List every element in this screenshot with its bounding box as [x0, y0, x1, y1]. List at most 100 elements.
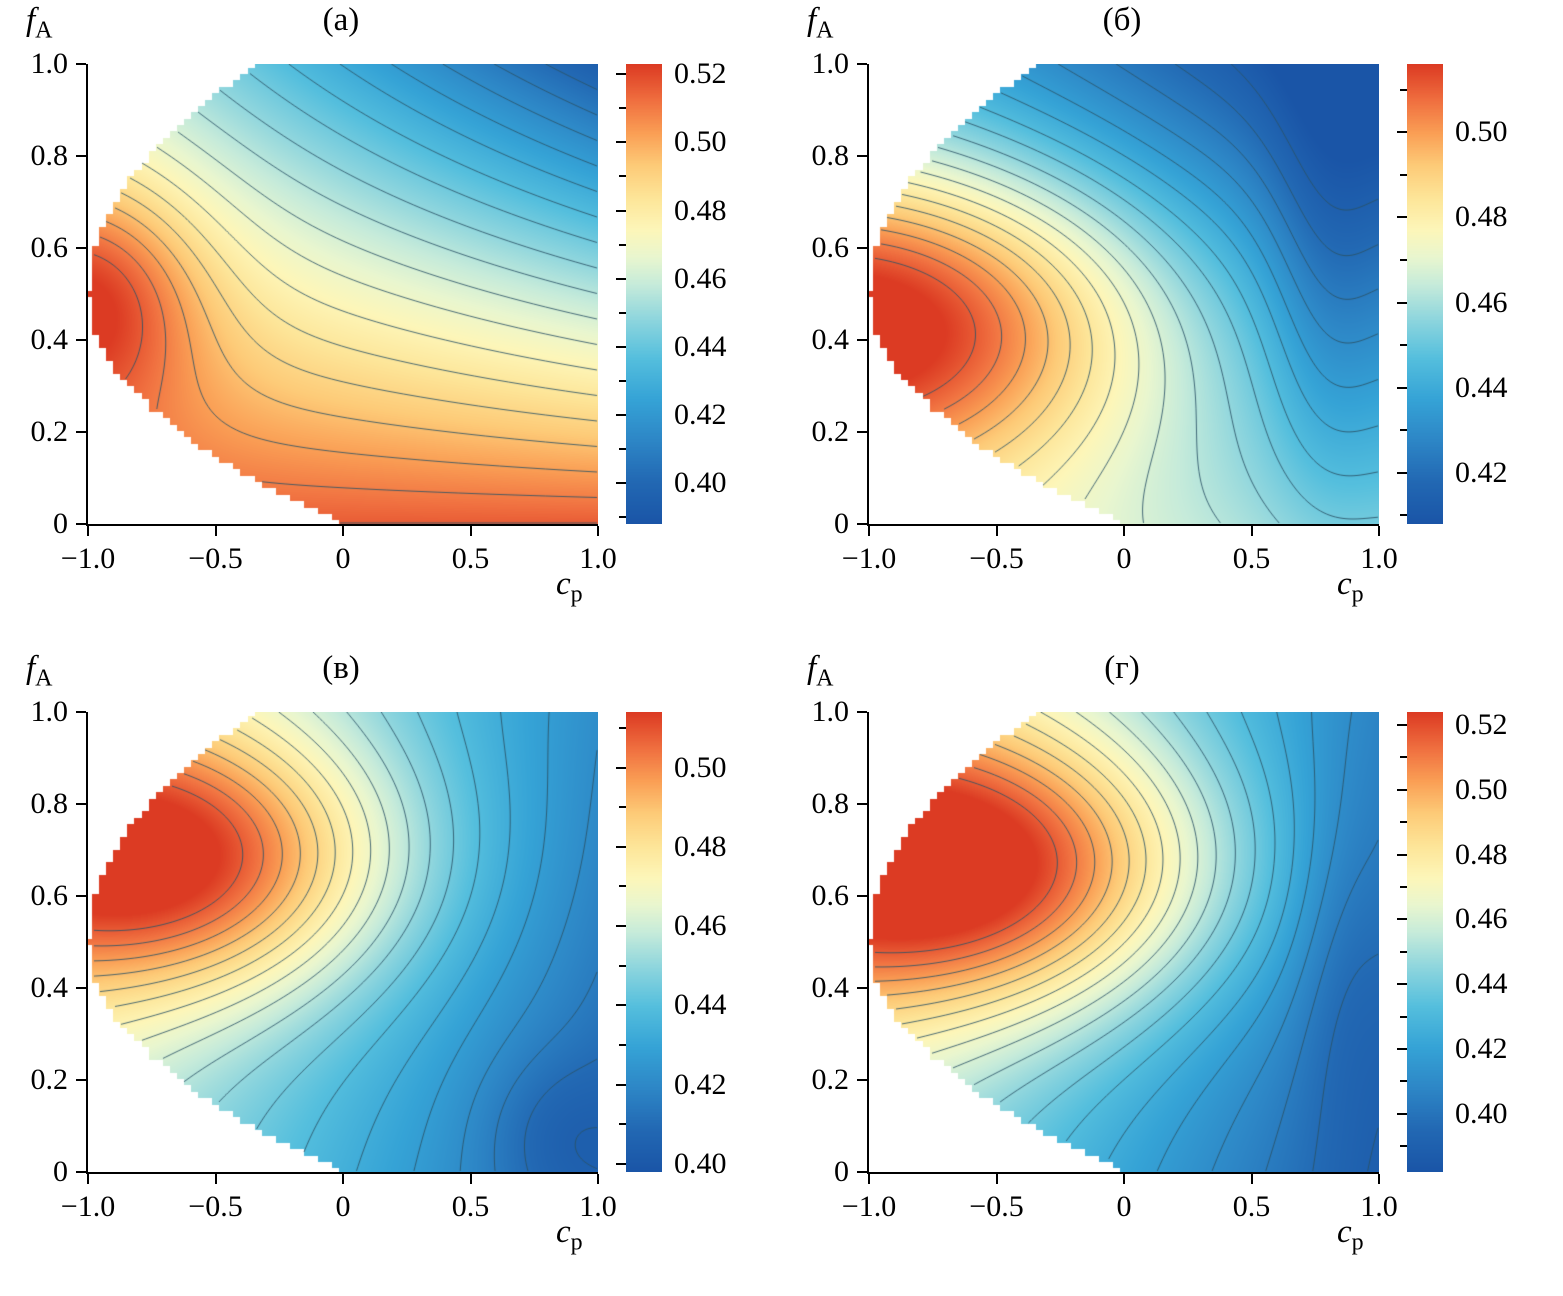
colorbar-tick: [1400, 885, 1407, 888]
colorbar-tick: [1397, 301, 1407, 304]
x-axis-label-symbol: c: [1337, 566, 1352, 602]
colorbar-label: 0.46: [674, 261, 727, 295]
colorbar-label: 0.40: [674, 466, 727, 500]
y-tick-label: 0.8: [811, 787, 850, 820]
y-axis-label: fA: [807, 2, 834, 45]
colorbar-tick: [1400, 821, 1407, 824]
colorbar-label: 0.42: [674, 1067, 727, 1101]
colorbar-tick: [619, 726, 626, 729]
x-tick-label: −1.0: [60, 542, 116, 575]
y-tick-mark: [76, 1171, 86, 1173]
colorbar-tick: [1397, 471, 1407, 474]
colorbar-label: 0.44: [1455, 370, 1508, 404]
colorbar-tick: [1400, 1145, 1407, 1148]
x-tick-mark: [1123, 1174, 1125, 1184]
colorbar-label: 0.50: [1455, 115, 1508, 149]
y-tick-mark: [76, 247, 86, 249]
colorbar-tick: [616, 345, 626, 348]
x-tick-label: −0.5: [188, 1190, 243, 1223]
x-tick-label: 0.5: [451, 542, 490, 575]
y-tick-label: 0.4: [30, 323, 69, 356]
colorbar-label: 0.42: [1455, 455, 1508, 489]
colorbar-label: 0.44: [674, 329, 727, 363]
colorbar-label: 0.40: [674, 1147, 727, 1181]
x-tick-mark: [342, 1174, 344, 1184]
panel-v: fA (в) 1.0 0.8 0.6 0.4 0.2 0 −1.0 −0.5 0 0.5 1.0 c…: [0, 648, 781, 1296]
colorbar-label: 0.50: [674, 750, 727, 784]
y-axis-label: fA: [26, 2, 53, 45]
colorbar-tick: [616, 845, 626, 848]
x-tick-label: 0: [335, 542, 351, 575]
x-tick-mark: [1250, 1174, 1253, 1184]
x-tick-mark: [87, 526, 89, 536]
colorbar-tick: [619, 107, 626, 110]
x-tick-mark: [995, 526, 998, 536]
panel-g: fA (г) 1.0 0.8 0.6 0.4 0.2 0 −1.0 −0.5 0 0.5 1.0 c…: [781, 648, 1562, 1296]
colorbar-tick: [1400, 514, 1407, 517]
colorbar-label: 0.44: [1455, 967, 1508, 1001]
colorbar-tick: [616, 413, 626, 416]
y-tick-label: 0.2: [811, 415, 850, 448]
colorbar-tick: [1397, 386, 1407, 389]
colorbar-tick: [619, 885, 626, 888]
colorbar-tick: [619, 311, 626, 314]
y-tick-mark: [857, 155, 867, 157]
x-tick-mark: [469, 526, 472, 536]
panel-a: fA (а) 1.0 0.8 0.6 0.4 0.2 0 −1.0 −0.5 0 0.5 1.0 c…: [0, 0, 781, 648]
x-tick-mark: [1378, 526, 1380, 536]
colorbar-label: 0.46: [674, 909, 727, 943]
colorbar-tick: [619, 806, 626, 809]
colorbar-label: 0.42: [674, 397, 727, 431]
colorbar: 0.50 0.48 0.46 0.44 0.42: [1397, 64, 1508, 524]
x-tick-label: −0.5: [188, 542, 243, 575]
colorbar-tick: [1400, 1080, 1407, 1083]
y-tick-mark: [76, 711, 86, 713]
colorbar-tick: [616, 925, 626, 928]
y-tick-mark: [76, 63, 86, 65]
colorbar-label: 0.48: [1455, 200, 1508, 234]
y-tick-mark: [857, 803, 867, 805]
y-tick-label: 0.2: [30, 1063, 69, 1096]
y-tick-label: 0: [834, 1155, 849, 1188]
y-tick-label: 0.8: [30, 139, 69, 172]
x-tick-mark: [868, 526, 870, 536]
colorbar-tick: [619, 448, 626, 451]
colorbar-tick: [1400, 756, 1407, 759]
y-tick-mark: [76, 803, 86, 805]
y-tick-label: 0.6: [30, 879, 69, 912]
x-axis-label-subscript: p: [570, 1229, 583, 1256]
x-tick-mark: [1378, 1174, 1380, 1184]
x-tick-label: 0: [335, 1190, 351, 1223]
colorbar-tick: [1400, 429, 1407, 432]
x-tick-label: −1.0: [841, 1190, 897, 1223]
colorbar: 0.52 0.50 0.48 0.46 0.44 0.42 0.40: [616, 57, 727, 524]
colorbar-tick: [1397, 788, 1407, 791]
y-tick-label: 0: [834, 507, 849, 540]
colorbar-tick: [616, 1004, 626, 1007]
x-tick-label: 1.0: [579, 1190, 617, 1223]
y-tick-mark: [76, 523, 86, 525]
y-tick-mark: [76, 155, 86, 157]
y-tick-mark: [857, 895, 867, 897]
y-tick-mark: [857, 523, 867, 525]
x-tick-label: 0: [1116, 542, 1132, 575]
panel-title: (б): [1102, 2, 1142, 38]
x-axis-label-symbol: c: [556, 1214, 571, 1250]
y-tick-mark: [857, 1079, 867, 1081]
colorbar-label: 0.46: [1455, 285, 1508, 319]
y-axis-label-subscript: A: [35, 665, 53, 692]
y-axis-label-symbol: f: [26, 2, 36, 38]
x-tick-mark: [597, 1174, 599, 1184]
y-tick-label: 0: [53, 507, 68, 540]
y-tick-mark: [857, 247, 867, 249]
y-tick-mark: [76, 895, 86, 897]
colorbar-label: 0.52: [1455, 707, 1508, 741]
x-axis-label: cp: [1337, 1214, 1364, 1257]
colorbar-tick: [1397, 216, 1407, 219]
x-tick-mark: [342, 526, 344, 536]
colorbar-tick: [1400, 173, 1407, 176]
contour-field-canvas: [869, 712, 1379, 1172]
y-tick-mark: [76, 339, 86, 341]
colorbar: 0.50 0.48 0.46 0.44 0.42 0.40: [616, 712, 727, 1180]
